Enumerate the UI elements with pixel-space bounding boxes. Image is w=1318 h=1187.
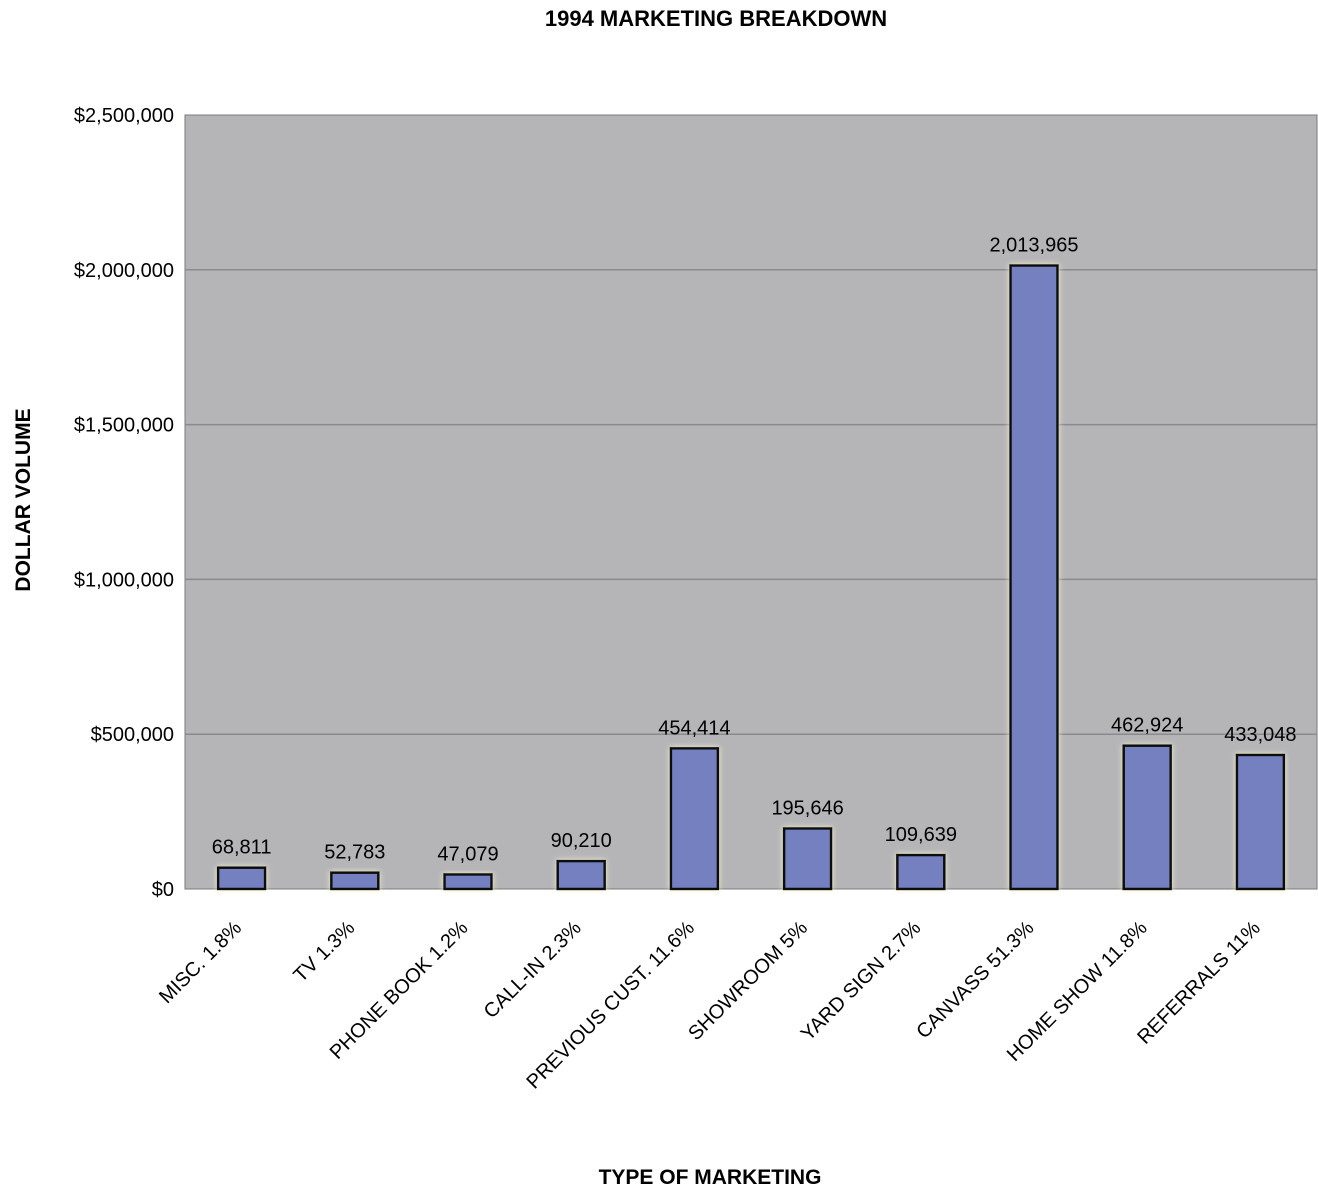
bar — [1122, 744, 1172, 891]
y-axis-title: DOLLAR VOLUME — [12, 408, 35, 591]
y-tick-label: $1,000,000 — [74, 569, 174, 591]
x-category-label: CANVASS 51.3% — [912, 917, 1038, 1043]
bar-value-label: 454,414 — [658, 717, 730, 739]
bar — [669, 747, 720, 891]
bar-value-label: 68,811 — [212, 837, 272, 859]
y-tick-label: $0 — [152, 879, 174, 901]
bar-value-label: 47,079 — [437, 843, 498, 865]
bar — [216, 866, 267, 891]
bar-value-label: 90,210 — [551, 830, 612, 852]
x-category-label: CALL-IN 2.3% — [480, 917, 586, 1023]
y-tick-label: $2,500,000 — [74, 105, 174, 127]
x-category-label: MISC. 1.8% — [155, 917, 246, 1008]
y-tick-label: $500,000 — [91, 724, 174, 746]
x-axis-title: TYPE OF MARKETING — [599, 1166, 822, 1187]
bar — [896, 853, 946, 891]
bars — [216, 264, 1286, 891]
bar-value-label: 52,783 — [324, 842, 385, 864]
bar — [443, 873, 493, 891]
bar — [556, 859, 606, 891]
y-axis-ticks: $0 $500,000 $1,000,000 $1,500,000 $2,000,000… — [74, 105, 174, 901]
y-tick-label: $1,500,000 — [74, 415, 174, 437]
x-category-label: TV 1.3% — [290, 917, 360, 987]
bar-value-label: 2,013,965 — [990, 234, 1079, 256]
bar-value-label: 462,924 — [1111, 715, 1183, 737]
chart-title: 1994 MARKETING BREAKDOWN — [545, 6, 887, 31]
bar-value-label: 433,048 — [1224, 724, 1296, 746]
x-category-label: REFERRALS 11% — [1133, 917, 1265, 1049]
bar — [1235, 753, 1286, 891]
bar-value-label: 109,639 — [885, 824, 957, 846]
data-labels: 68,811 52,783 47,079 90,210 454,414 195,646 10… — [212, 234, 1297, 865]
x-category-label: SHOWROOM 5% — [684, 917, 812, 1045]
x-category-label: YARD SIGN 2.7% — [797, 917, 926, 1046]
bar — [330, 871, 380, 891]
y-tick-label: $2,000,000 — [74, 260, 174, 282]
gridlines — [185, 269, 1317, 735]
bar — [782, 827, 833, 891]
bar — [1009, 264, 1059, 891]
bar-value-label: 195,646 — [771, 797, 843, 819]
category-labels: MISC. 1.8% TV 1.3%PHONE BOOK 1.2% CALL-IN … — [155, 917, 1265, 1094]
